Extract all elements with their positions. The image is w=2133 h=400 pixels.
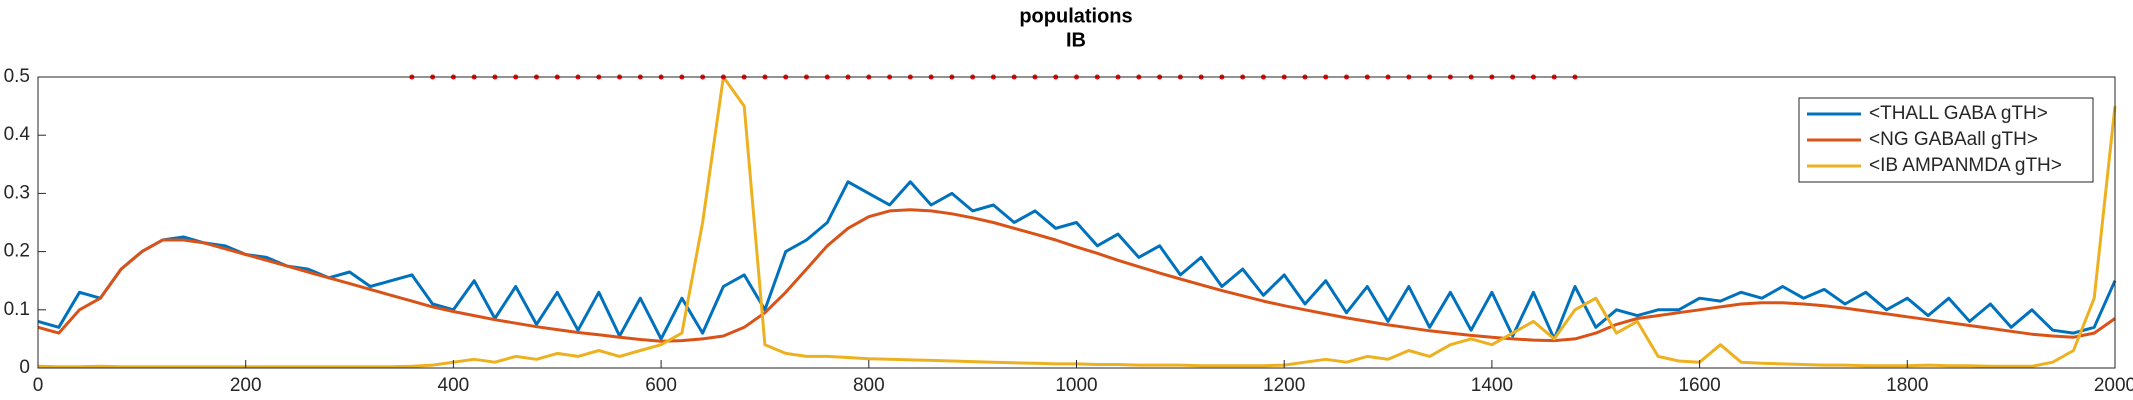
y-tick-label: 0.1	[4, 299, 30, 320]
x-tick-label: 1800	[1886, 375, 1928, 396]
x-tick-label: 2000	[2094, 375, 2133, 396]
x-tick-label: 1600	[1678, 375, 1720, 396]
series-line	[37, 180, 2117, 341]
x-tick-label: 400	[438, 375, 470, 396]
y-tick-label: 0.4	[4, 124, 31, 145]
y-tick-label: 0.2	[4, 241, 30, 262]
legend-label: <IB AMPANMDA gTH>	[1869, 155, 2062, 176]
y-tick-label: 0	[19, 357, 30, 378]
x-tick-label: 200	[230, 375, 262, 396]
legend-label: <NG GABAall gTH>	[1869, 129, 2038, 150]
chart-subtitle: IB	[1066, 29, 1086, 51]
x-tick-label: 1000	[1055, 375, 1097, 396]
x-tick-label: 600	[645, 375, 677, 396]
y-tick-label: 0.5	[4, 66, 30, 87]
series-line	[37, 208, 2116, 343]
x-tick-label: 1200	[1263, 375, 1305, 396]
x-tick-label: 1400	[1471, 375, 1513, 396]
chart-title: populations	[1019, 5, 1132, 27]
legend-label: <THALL GABA gTH>	[1869, 103, 2048, 124]
x-tick-label: 800	[853, 375, 885, 396]
y-tick-label: 0.3	[4, 182, 30, 203]
x-tick-label: 0	[33, 375, 44, 396]
